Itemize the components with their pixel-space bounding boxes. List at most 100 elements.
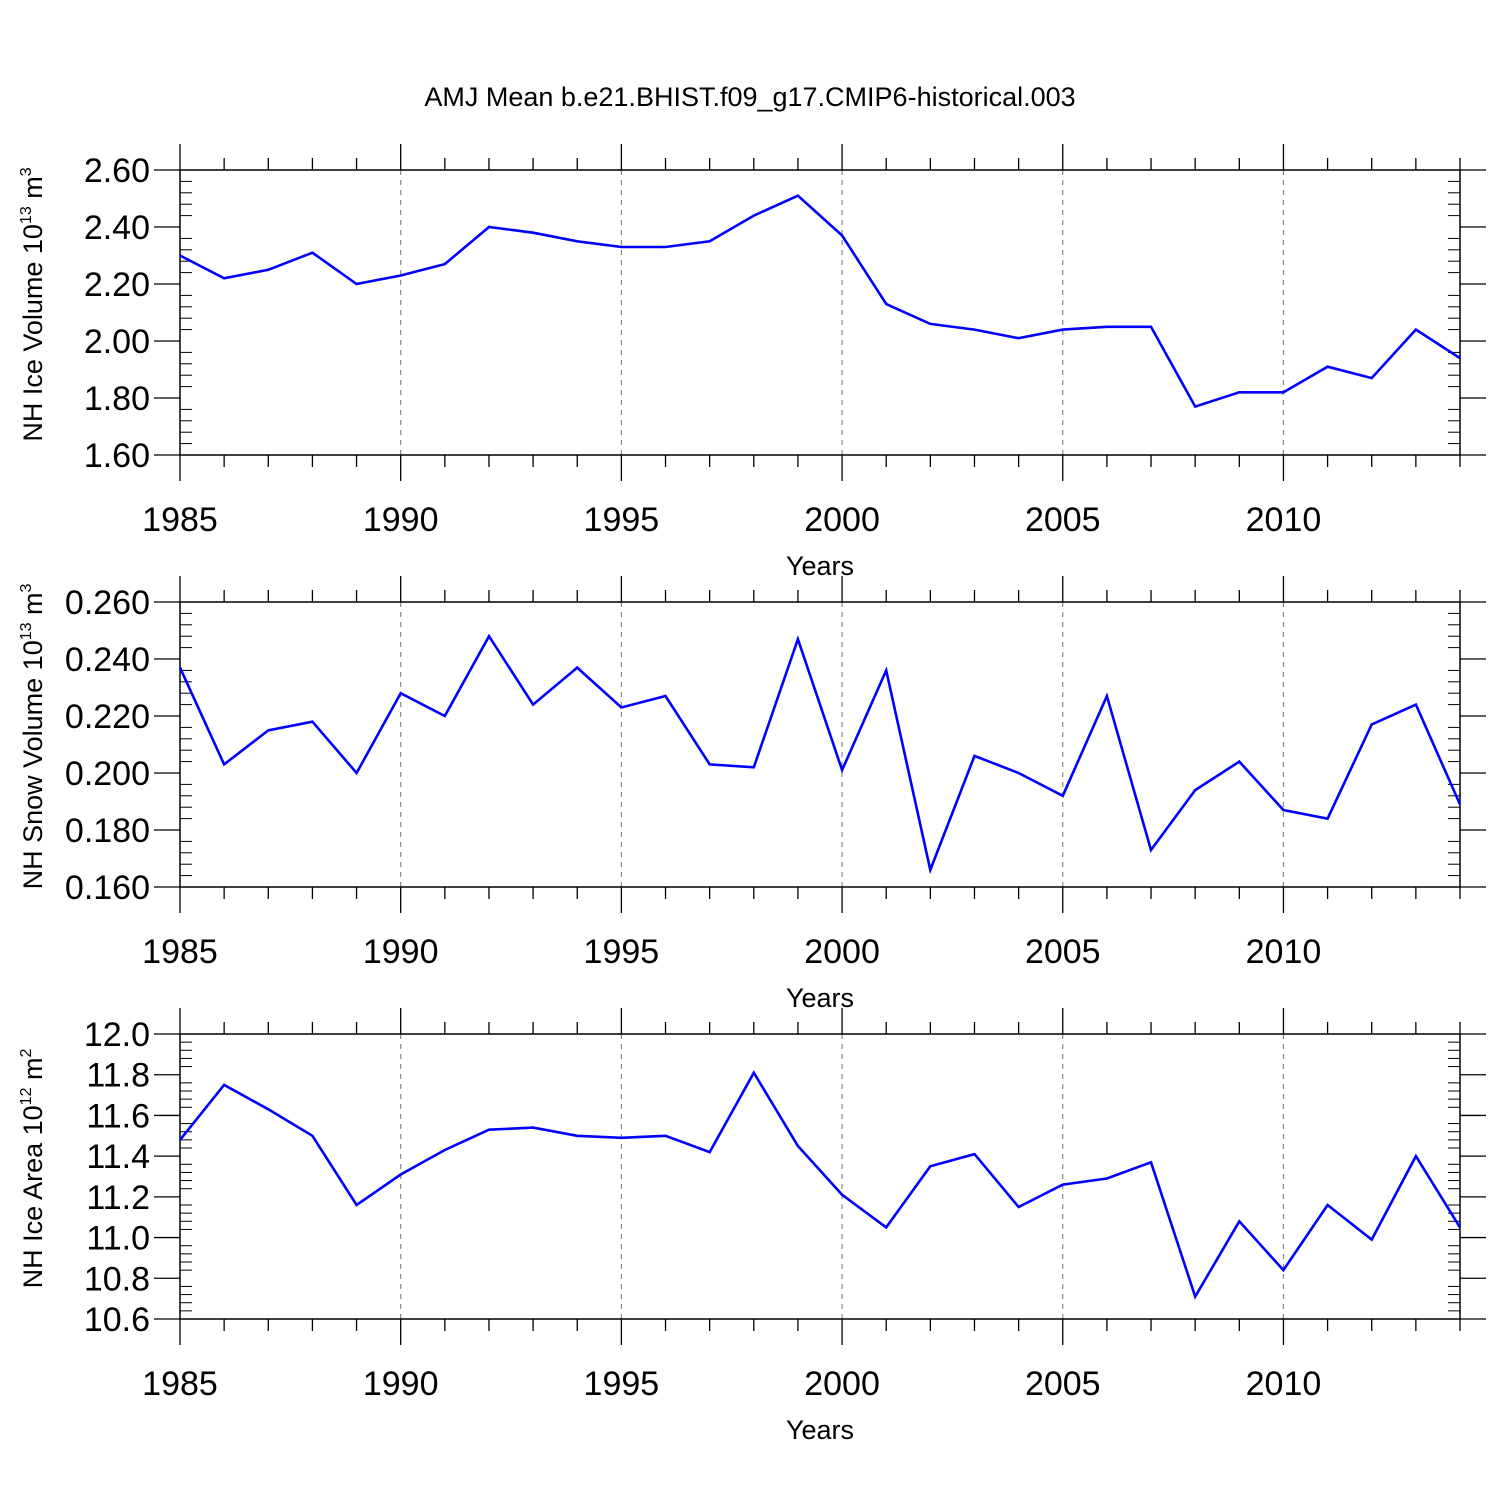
- x-tick-label: 1985: [142, 933, 218, 971]
- data-point: [1414, 328, 1418, 332]
- data-point: [928, 868, 932, 872]
- data-point: [399, 1172, 403, 1176]
- data-point: [1414, 1154, 1418, 1158]
- x-tick-label: 2005: [1025, 501, 1101, 539]
- data-point: [1061, 1183, 1065, 1187]
- y-tick-label: 0.220: [65, 698, 150, 736]
- x-tick-label: 2010: [1246, 1365, 1322, 1403]
- y-tick-label: 10.8: [84, 1260, 150, 1298]
- data-point: [443, 1148, 447, 1152]
- data-point: [1237, 1219, 1241, 1223]
- y-tick-label: 0.260: [65, 584, 150, 622]
- data-point: [664, 694, 668, 698]
- figure-title: AMJ Mean b.e21.BHIST.f09_g17.CMIP6-histo…: [424, 82, 1075, 112]
- data-point: [355, 282, 359, 286]
- data-point: [1149, 848, 1153, 852]
- data-point: [752, 1071, 756, 1075]
- x-tick-label: 1990: [363, 1365, 439, 1403]
- data-point: [266, 268, 270, 272]
- data-point: [972, 1152, 976, 1156]
- data-point: [222, 1083, 226, 1087]
- data-point: [178, 1138, 182, 1142]
- data-point: [178, 666, 182, 670]
- x-tick-label: 1995: [584, 501, 660, 539]
- y-tick-label: 1.80: [84, 380, 150, 418]
- y-tick-label: 11.4: [86, 1138, 150, 1176]
- data-point: [619, 1136, 623, 1140]
- y-tick-label: 11.6: [86, 1097, 150, 1135]
- data-point: [708, 239, 712, 243]
- data-point: [487, 1128, 491, 1132]
- data-point: [1193, 405, 1197, 409]
- x-tick-label: 1990: [363, 933, 439, 971]
- data-point: [575, 666, 579, 670]
- y-tick-label: 12.0: [84, 1016, 150, 1054]
- x-axis-label: Years: [786, 983, 854, 1013]
- data-point: [266, 1107, 270, 1111]
- data-point: [972, 754, 976, 758]
- y-tick-label: 2.00: [84, 323, 150, 361]
- data-point: [1370, 1238, 1374, 1242]
- y-tick-label: 2.40: [84, 209, 150, 247]
- data-point: [266, 728, 270, 732]
- data-point: [443, 262, 447, 266]
- x-tick-label: 2000: [804, 501, 880, 539]
- data-point: [1193, 788, 1197, 792]
- data-point: [1105, 694, 1109, 698]
- y-tick-label: 0.160: [65, 869, 150, 907]
- chart-panel-2: 0.160 0.180 0.200 0.220 0.240 0.260 1985 1990 19…: [18, 576, 1486, 1013]
- y-axis-label: NH Ice Volume 1013 m3: [18, 167, 48, 441]
- data-point: [796, 194, 800, 198]
- data-point: [1017, 1205, 1021, 1209]
- y-tick-label: 1.60: [84, 437, 150, 475]
- data-point: [928, 1164, 932, 1168]
- chart-panel-3: 10.610.811.011.211.411.611.812.0 1985 1990…: [18, 1008, 1486, 1445]
- data-point: [1061, 328, 1065, 332]
- x-tick-label: 1985: [142, 1365, 218, 1403]
- data-point: [1149, 1160, 1153, 1164]
- data-point: [840, 1193, 844, 1197]
- x-axis-label: Years: [786, 551, 854, 581]
- data-point: [1237, 760, 1241, 764]
- x-tick-label: 2010: [1246, 501, 1322, 539]
- data-point: [619, 245, 623, 249]
- data-point: [840, 234, 844, 238]
- data-point: [1281, 808, 1285, 812]
- data-point: [619, 705, 623, 709]
- series-line: [178, 1070, 1462, 1300]
- x-tick-label: 2010: [1246, 933, 1322, 971]
- data-point: [1370, 723, 1374, 727]
- data-point: [443, 714, 447, 718]
- data-point: [310, 720, 314, 724]
- data-point: [355, 1203, 359, 1207]
- data-point: [531, 231, 535, 235]
- data-point: [487, 225, 491, 229]
- y-axis-label: NH Ice Area 1012 m2: [18, 1049, 48, 1289]
- data-point: [1105, 325, 1109, 329]
- data-point: [222, 762, 226, 766]
- data-point: [840, 768, 844, 772]
- data-point: [1237, 390, 1241, 394]
- data-point: [1326, 365, 1330, 369]
- data-point: [178, 254, 182, 258]
- series-line: [179, 194, 1461, 409]
- data-point: [1193, 1295, 1197, 1299]
- data-point: [708, 1150, 712, 1154]
- data-point: [1458, 1225, 1462, 1229]
- y-tick-label: 2.60: [84, 152, 150, 190]
- data-point: [1149, 325, 1153, 329]
- x-tick-label: 1995: [584, 1365, 660, 1403]
- data-point: [222, 276, 226, 280]
- x-tick-label: 2000: [804, 933, 880, 971]
- data-point: [1281, 1268, 1285, 1272]
- y-tick-label: 0.200: [65, 755, 150, 793]
- data-point: [1458, 356, 1462, 360]
- x-tick-label: 2005: [1025, 1365, 1101, 1403]
- data-point: [884, 302, 888, 306]
- data-point: [1017, 771, 1021, 775]
- data-point: [796, 1144, 800, 1148]
- x-axis-label: Years: [786, 1415, 854, 1445]
- data-point: [1458, 802, 1462, 806]
- data-point: [575, 1134, 579, 1138]
